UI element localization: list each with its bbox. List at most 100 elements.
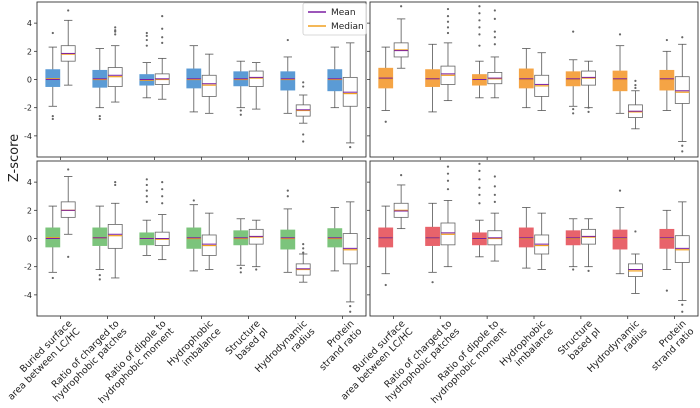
box-open bbox=[201, 212, 217, 270]
box-group bbox=[565, 30, 596, 115]
box-group bbox=[233, 218, 264, 274]
box-filled bbox=[612, 33, 628, 114]
box-open bbox=[628, 230, 643, 294]
box-group bbox=[92, 181, 123, 281]
outlier-point bbox=[145, 178, 148, 181]
panels: -4 -2 0 2 4 -4 -2 0 2 4 bbox=[24, 1, 699, 319]
box-open bbox=[487, 175, 503, 262]
box-group bbox=[327, 201, 358, 313]
outlier-point bbox=[618, 33, 622, 36]
category-label: Hydrophobicimbalance bbox=[498, 318, 556, 376]
outlier-point bbox=[493, 36, 496, 39]
box-filled bbox=[472, 5, 487, 99]
outlier-point bbox=[446, 7, 450, 11]
box-group bbox=[612, 33, 643, 130]
outlier-point bbox=[493, 185, 496, 188]
outlier-point bbox=[161, 36, 164, 39]
box-group bbox=[186, 45, 217, 114]
box-open bbox=[674, 201, 690, 313]
outlier-point bbox=[587, 106, 590, 109]
box-open bbox=[248, 62, 264, 110]
outlier-point bbox=[681, 310, 684, 313]
box-filled bbox=[280, 38, 296, 114]
outlier-point bbox=[493, 200, 496, 203]
outlier-point bbox=[67, 9, 70, 12]
category-label: Proteinstrand ratio bbox=[642, 318, 697, 373]
outlier-point bbox=[400, 5, 403, 8]
y-tick-label: 2 bbox=[27, 206, 32, 215]
outlier-point bbox=[114, 183, 117, 187]
box-open bbox=[107, 181, 123, 279]
box-open bbox=[628, 79, 643, 130]
y-tick-label: -2 bbox=[24, 263, 32, 272]
box-open bbox=[60, 9, 76, 86]
box-body bbox=[327, 69, 343, 92]
box-filled bbox=[45, 31, 61, 121]
outlier-point bbox=[302, 133, 305, 136]
box-open bbox=[440, 7, 456, 102]
outlier-point bbox=[51, 115, 54, 118]
box-group bbox=[280, 189, 311, 283]
box-open bbox=[342, 201, 358, 313]
y-tick-label: -4 bbox=[24, 291, 32, 300]
outlier-point bbox=[302, 85, 305, 88]
outlier-point bbox=[51, 31, 54, 35]
box-filled bbox=[186, 45, 202, 113]
outlier-point bbox=[446, 188, 450, 191]
outlier-point bbox=[98, 115, 101, 118]
box-open bbox=[154, 14, 170, 100]
outlier-point bbox=[302, 251, 305, 254]
outlier-point bbox=[634, 86, 637, 90]
box-filled bbox=[45, 205, 61, 280]
panel-bottom-right bbox=[367, 160, 699, 319]
box-filled bbox=[659, 209, 675, 292]
outlier-point bbox=[446, 179, 450, 182]
box-filled bbox=[139, 31, 155, 99]
outlier-point bbox=[478, 19, 481, 22]
outlier-point bbox=[349, 310, 352, 313]
outlier-point bbox=[239, 271, 242, 274]
outlier-point bbox=[493, 17, 496, 21]
outlier-point bbox=[572, 30, 575, 33]
box-filled bbox=[280, 189, 296, 273]
box-filled bbox=[233, 218, 249, 274]
outlier-point bbox=[286, 189, 289, 192]
outlier-point bbox=[681, 303, 684, 306]
outlier-point bbox=[493, 43, 496, 46]
box-group bbox=[378, 173, 409, 287]
box-group bbox=[45, 168, 76, 280]
box-body bbox=[280, 71, 296, 91]
box-body bbox=[201, 74, 217, 97]
outlier-point bbox=[145, 183, 148, 187]
outlier-point bbox=[618, 189, 622, 192]
outlier-point bbox=[302, 247, 305, 250]
box-filled bbox=[565, 30, 581, 115]
panel-frame bbox=[369, 1, 699, 158]
outlier-point bbox=[384, 283, 387, 287]
box-body bbox=[280, 229, 296, 250]
outlier-point bbox=[478, 169, 481, 172]
outlier-point bbox=[239, 113, 242, 116]
outlier-point bbox=[98, 278, 101, 281]
outlier-point bbox=[51, 117, 54, 121]
outlier-point bbox=[478, 162, 481, 165]
outlier-point bbox=[286, 38, 289, 42]
box-body bbox=[659, 69, 675, 91]
box-group bbox=[327, 42, 358, 149]
panel-frame bbox=[369, 160, 699, 317]
outlier-point bbox=[114, 33, 117, 36]
outlier-point bbox=[493, 175, 496, 178]
box-group bbox=[565, 218, 596, 273]
box-filled bbox=[612, 189, 628, 275]
box-filled bbox=[233, 60, 249, 116]
outlier-point bbox=[302, 140, 305, 143]
box-group bbox=[378, 5, 409, 123]
box-filled bbox=[425, 43, 440, 113]
box-group bbox=[612, 189, 643, 294]
box-body bbox=[425, 226, 440, 246]
outlier-point bbox=[681, 144, 684, 147]
outlier-point bbox=[478, 193, 481, 196]
y-tick-label: 0 bbox=[27, 76, 32, 85]
panel-frame bbox=[36, 160, 367, 317]
